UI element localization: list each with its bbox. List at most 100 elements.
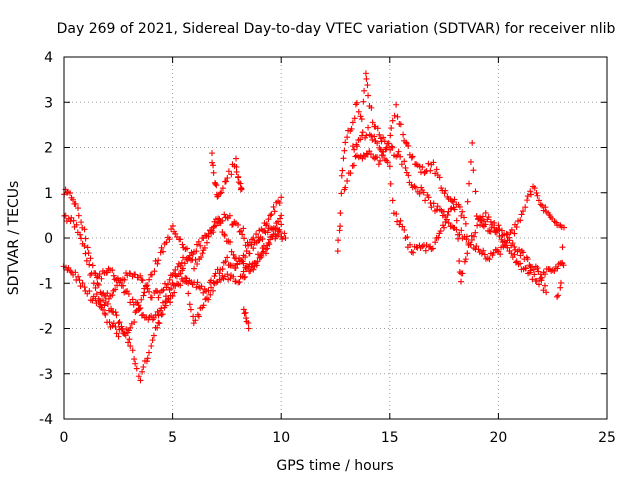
data-point [156, 320, 163, 327]
data-point [246, 250, 253, 257]
data-point [504, 231, 511, 238]
data-point [127, 324, 134, 331]
data-point [393, 211, 400, 218]
data-point [404, 234, 411, 241]
data-point [209, 159, 216, 166]
data-point [210, 224, 217, 231]
data-point [135, 373, 142, 380]
data-point [129, 347, 136, 354]
data-point [260, 242, 267, 249]
data-point [482, 221, 489, 228]
data-point [349, 119, 356, 126]
data-point [224, 174, 231, 181]
data-point [154, 260, 161, 267]
data-point [151, 268, 158, 275]
data-point [276, 229, 283, 236]
data-point [441, 224, 448, 231]
data-point [205, 233, 212, 240]
data-point [485, 214, 492, 221]
data-point [442, 187, 449, 194]
data-point [192, 317, 199, 324]
data-point [96, 271, 103, 278]
data-point [245, 320, 252, 327]
data-point [165, 281, 172, 288]
data-point [72, 269, 79, 276]
data-point [211, 218, 218, 225]
data-point [148, 271, 155, 278]
data-point [230, 251, 237, 258]
data-point [357, 113, 364, 120]
data-point [419, 164, 426, 171]
data-point [224, 254, 231, 261]
data-point [369, 119, 376, 126]
data-point [377, 146, 384, 153]
data-point [217, 190, 224, 197]
data-point [355, 108, 362, 115]
data-point [394, 113, 401, 120]
data-point [542, 271, 549, 278]
data-point [522, 204, 529, 211]
data-point [271, 208, 278, 215]
data-point [274, 232, 281, 239]
data-point [363, 75, 370, 82]
y-tick-label: -1 [39, 276, 53, 292]
data-point [357, 136, 364, 143]
data-point [508, 250, 515, 257]
data-point [342, 184, 349, 191]
data-point [167, 299, 174, 306]
data-point [131, 319, 138, 326]
data-point [402, 164, 409, 171]
data-point [498, 227, 505, 234]
data-point [229, 222, 236, 229]
data-point [143, 358, 150, 365]
data-point [132, 360, 139, 367]
data-point [133, 365, 140, 372]
data-point [98, 275, 105, 282]
data-point [89, 262, 96, 269]
data-point [361, 87, 368, 94]
data-point [112, 286, 119, 293]
data-point [368, 132, 375, 139]
data-point [81, 284, 88, 291]
data-point [364, 82, 371, 89]
data-point [388, 143, 395, 150]
data-point [396, 221, 403, 228]
data-point [365, 92, 372, 99]
data-point [477, 214, 484, 221]
data-point [148, 294, 155, 301]
grid-lines [64, 57, 607, 419]
data-point [466, 180, 473, 187]
data-point [76, 277, 83, 284]
data-point [383, 145, 390, 152]
data-point [73, 221, 80, 228]
data-point [385, 140, 392, 147]
data-point [203, 239, 210, 246]
data-point [456, 203, 463, 210]
data-point [371, 133, 378, 140]
data-point [496, 233, 503, 240]
data-point [353, 99, 360, 106]
data-point [125, 290, 132, 297]
data-point [389, 197, 396, 204]
data-point [165, 295, 172, 302]
data-point [275, 218, 282, 225]
x-tick-label: 10 [272, 430, 290, 446]
data-point [533, 189, 540, 196]
y-tick-label: -3 [39, 367, 53, 383]
data-point [389, 117, 396, 124]
data-point [464, 250, 471, 257]
data-point [242, 273, 249, 280]
data-point [240, 306, 247, 313]
data-point [380, 152, 387, 159]
data-point [228, 171, 235, 178]
data-point [92, 284, 99, 291]
data-point [255, 251, 262, 258]
data-point [203, 295, 210, 302]
data-point [163, 239, 170, 246]
data-points [60, 70, 567, 384]
data-point [340, 155, 347, 162]
data-point [70, 217, 77, 224]
data-point [524, 256, 531, 263]
data-point [225, 168, 232, 175]
data-point [270, 203, 277, 210]
